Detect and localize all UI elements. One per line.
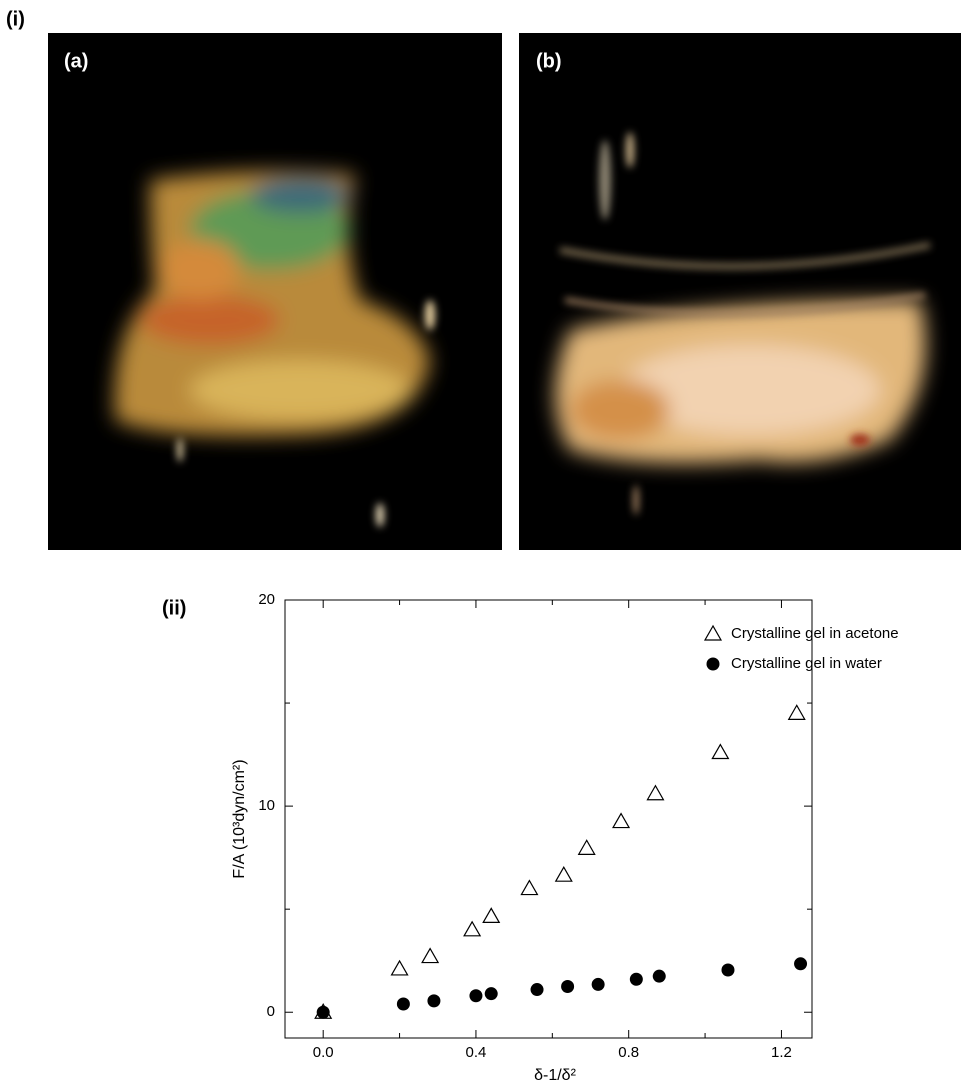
- point: [592, 978, 605, 991]
- panel-label: (a): [64, 50, 88, 72]
- point: [397, 997, 410, 1010]
- x-axis-label: δ-1/δ²: [534, 1067, 576, 1084]
- y-tick-label: 0: [267, 1003, 275, 1020]
- y-axis-label: F/A (10³dyn/cm²): [231, 759, 248, 878]
- point: [579, 840, 595, 854]
- legend-label: Crystalline gel in water: [731, 655, 882, 672]
- point: [469, 989, 482, 1002]
- point: [485, 987, 498, 1000]
- legend-label: Crystalline gel in acetone: [731, 625, 899, 642]
- point: [721, 963, 734, 976]
- legend-marker: [707, 658, 720, 671]
- point: [422, 949, 438, 963]
- point: [521, 881, 537, 895]
- point: [647, 786, 663, 800]
- y-tick-label: 10: [258, 797, 275, 814]
- point: [427, 994, 440, 1007]
- point: [630, 973, 643, 986]
- point: [789, 705, 805, 719]
- point: [794, 957, 807, 970]
- panel-label: (ii): [162, 597, 186, 619]
- point: [613, 814, 629, 828]
- point: [653, 970, 666, 983]
- panel-label: (b): [536, 50, 562, 72]
- point: [556, 867, 572, 881]
- x-tick-label: 0.4: [466, 1044, 487, 1061]
- x-tick-label: 0.8: [618, 1044, 639, 1061]
- x-tick-label: 0.0: [313, 1044, 334, 1061]
- point: [392, 961, 408, 975]
- legend-marker: [705, 626, 721, 640]
- panel-label: (i): [6, 8, 25, 30]
- x-tick-label: 1.2: [771, 1044, 792, 1061]
- figure: (i) (a): [0, 0, 963, 1087]
- point: [561, 980, 574, 993]
- y-tick-label: 20: [258, 591, 275, 608]
- point: [531, 983, 544, 996]
- photo-b: [519, 33, 961, 550]
- point: [712, 745, 728, 759]
- point: [464, 922, 480, 936]
- point: [483, 908, 499, 922]
- point: [317, 1006, 330, 1019]
- photo-a: [48, 33, 502, 550]
